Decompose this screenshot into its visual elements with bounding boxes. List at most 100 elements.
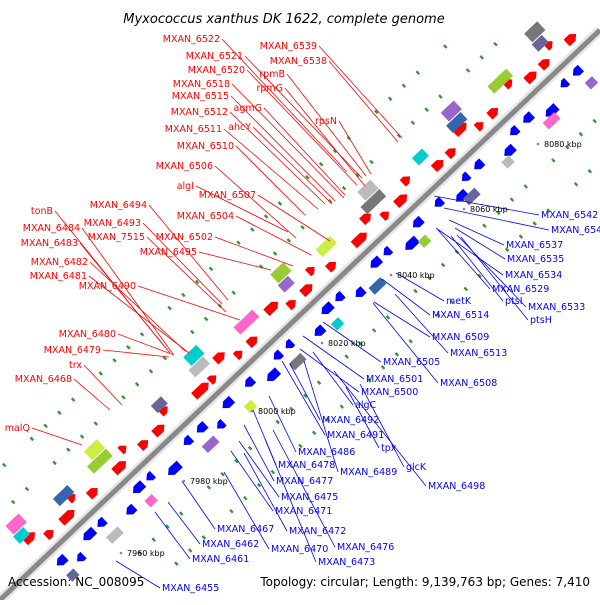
reverse-gene-label[interactable]: MXAN_6472 — [289, 526, 346, 537]
reverse-gene-label[interactable]: MXAN_6505 — [383, 357, 440, 368]
forward-label-leader — [338, 120, 372, 175]
reverse-gene-label[interactable]: ptsI — [505, 296, 523, 307]
track-dot — [286, 238, 292, 243]
reverse-gene-label[interactable]: MXAN_6537 — [506, 240, 563, 251]
reverse-gene-label[interactable]: MXAN_6529 — [492, 284, 549, 295]
reverse-gene-label[interactable]: MXAN_6534 — [505, 270, 562, 281]
forward-gene-label[interactable]: MXAN_6481 — [30, 271, 87, 282]
reverse-gene-label[interactable]: MXAN_6462 — [202, 539, 259, 550]
forward-gene-label[interactable]: MXAN_6521 — [186, 51, 243, 62]
reverse-gene-label[interactable]: MXAN_6470 — [271, 544, 328, 555]
gc-skew-block — [150, 396, 168, 414]
gc-skew-block — [288, 352, 307, 371]
forward-gene-label[interactable]: MXAN_6495 — [140, 247, 197, 258]
forward-gene-label[interactable]: MXAN_6504 — [177, 211, 234, 222]
forward-gene-label[interactable]: MXAN_6522 — [163, 34, 220, 45]
reverse-gene-label[interactable]: MXAN_6473 — [318, 557, 375, 568]
reverse-gene-label[interactable]: MXAN_6508 — [440, 378, 497, 389]
reverse-gene-label[interactable]: glcK — [406, 462, 427, 473]
scale-tick-dot — [320, 341, 324, 345]
forward-gene-label[interactable]: MXAN_7515 — [88, 232, 145, 243]
reverse-gene-label[interactable]: MXAN_6513 — [450, 348, 507, 359]
track-dot — [162, 355, 168, 361]
forward-gene-label[interactable]: MXAN_6484 — [23, 223, 80, 234]
forward-gene-label[interactable]: rpmB — [259, 69, 285, 80]
forward-gene-label[interactable]: MXAN_6482 — [31, 257, 88, 268]
reverse-gene-label[interactable]: MXAN_6535 — [507, 254, 564, 265]
track-dot — [396, 133, 402, 139]
reverse-gene-label[interactable]: MXAN_6498 — [428, 481, 485, 492]
forward-gene-label[interactable]: algI — [177, 181, 194, 192]
forward-gene-label[interactable]: MXAN_6538 — [270, 56, 327, 67]
forward-gene-label[interactable]: MXAN_6480 — [59, 329, 116, 340]
reverse-gene-label[interactable]: MXAN_6455 — [162, 583, 219, 594]
reverse-gene-arrow — [126, 503, 138, 515]
track-dot — [24, 486, 30, 492]
forward-gene-arrow — [379, 211, 389, 222]
reverse-gene-label[interactable]: MXAN_6491 — [327, 430, 384, 441]
forward-gene-arrow — [191, 382, 209, 400]
forward-gene-label[interactable]: MXAN_6512 — [171, 107, 228, 118]
forward-gene-label[interactable]: MXAN_6479 — [44, 345, 101, 356]
reverse-gene-label[interactable]: ptsH — [530, 315, 552, 326]
reverse-gene-label[interactable]: tpx — [381, 443, 397, 454]
forward-gene-label[interactable]: MXAN_6515 — [172, 91, 229, 102]
track-dot — [440, 262, 446, 268]
reverse-gene-label[interactable]: MXAN_6489 — [340, 467, 397, 478]
forward-gene-label[interactable]: MXAN_6511 — [165, 124, 222, 135]
reverse-gene-label[interactable]: MXAN_6478 — [278, 460, 335, 471]
forward-gene-label[interactable]: MXAN_6493 — [84, 218, 141, 229]
reverse-gene-label[interactable]: MXAN_6501 — [366, 374, 423, 385]
forward-gene-label[interactable]: MXAN_6507 — [199, 190, 256, 201]
forward-gene-label[interactable]: agmG — [234, 103, 262, 114]
forward-gene-label[interactable]: MXAN_6483 — [21, 238, 78, 249]
forward-gene-label[interactable]: rpmG — [256, 83, 283, 94]
forward-gene-label[interactable]: MXAN_6520 — [188, 65, 245, 76]
reverse-gene-label[interactable]: MXAN_6509 — [432, 332, 489, 343]
forward-gene-label[interactable]: MXAN_6490 — [79, 281, 136, 292]
reverse-gene-label[interactable]: MXAN_6533 — [528, 302, 585, 313]
track-dot — [327, 198, 333, 204]
reverse-gene-label[interactable]: algC — [355, 400, 376, 411]
track-dot — [325, 417, 331, 423]
forward-gene-label[interactable]: MXAN_6518 — [173, 79, 230, 90]
forward-gene-arrow — [299, 284, 313, 298]
forward-gene-arrow — [117, 445, 127, 455]
reverse-gene-label[interactable]: MXAN_6476 — [337, 542, 394, 553]
scale-tick-label: 7980 kbp — [190, 477, 228, 486]
track-dot — [380, 365, 386, 370]
reverse-gene-label[interactable]: MXAN_6542 — [541, 210, 598, 221]
track-dot — [318, 161, 324, 167]
reverse-gene-label[interactable]: MXAN_6461 — [192, 554, 249, 565]
forward-gene-label[interactable]: rpsN — [315, 116, 337, 127]
forward-gene-label[interactable]: ahcY — [228, 122, 251, 133]
reverse-gene-label[interactable]: MXAN_6477 — [276, 476, 333, 487]
forward-gene-label[interactable]: MXAN_6510 — [177, 141, 234, 152]
forward-gene-label[interactable]: MXAN_6506 — [156, 161, 213, 172]
track-dot — [126, 345, 131, 350]
reverse-gene-label[interactable]: MXAN_6500 — [361, 387, 418, 398]
reverse-label-leader — [359, 383, 405, 468]
forward-gene-label[interactable]: MXAN_6539 — [260, 41, 317, 52]
gc-skew-block — [201, 435, 220, 454]
reverse-gene-label[interactable]: MXAN_6492 — [322, 415, 379, 426]
forward-gene-label[interactable]: MXAN_6502 — [156, 232, 213, 243]
forward-gene-label[interactable]: MXAN_6468 — [15, 374, 72, 385]
forward-gene-label[interactable]: malQ — [5, 423, 30, 434]
reverse-gene-label[interactable]: MXAN_6486 — [298, 447, 355, 458]
reverse-gene-label[interactable]: MXAN_6475 — [281, 492, 338, 503]
forward-gene-label[interactable]: MXAN_6494 — [90, 200, 147, 211]
forward-label-leader — [83, 364, 123, 406]
reverse-gene-label[interactable]: metK — [446, 296, 472, 307]
gc-skew-block — [330, 317, 345, 331]
reverse-gene-label[interactable]: MXAN_6471 — [275, 506, 332, 517]
reverse-gene-label[interactable]: MXAN_6467 — [217, 524, 274, 535]
forward-gene-arrow — [21, 532, 36, 546]
track-dot — [29, 436, 35, 442]
forward-gene-label[interactable]: trx — [69, 360, 82, 371]
reverse-gene-label[interactable]: MXAN_6541 — [551, 225, 600, 236]
forward-gene-label[interactable]: tonB — [31, 206, 53, 217]
reverse-label-leader — [381, 278, 431, 316]
reverse-gene-label[interactable]: MXAN_6514 — [432, 310, 489, 321]
forward-gene-arrow — [451, 122, 467, 138]
